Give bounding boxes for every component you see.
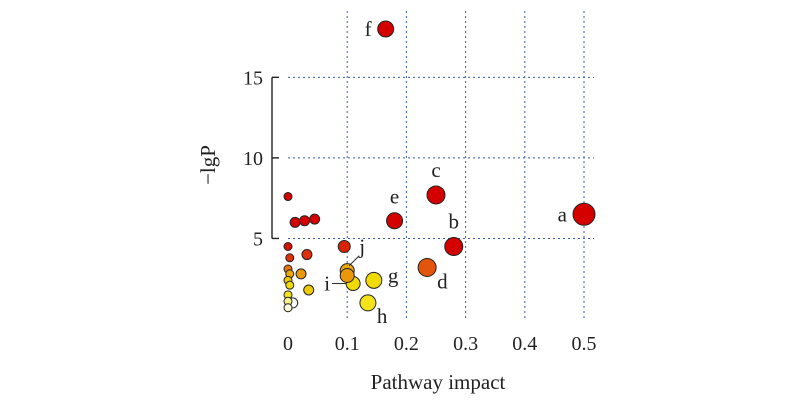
data-point <box>289 216 301 228</box>
point-label-j: j <box>358 235 365 259</box>
point-label-g: g <box>388 263 399 287</box>
x-axis-label: Pathway impact <box>371 370 506 394</box>
data-point <box>299 215 311 227</box>
data-points <box>283 20 596 313</box>
point-label-d: d <box>437 269 448 293</box>
grid-lines <box>288 11 594 319</box>
data-point-f <box>377 20 395 38</box>
x-tick-label: 0.4 <box>512 333 537 355</box>
data-point-g <box>365 271 383 289</box>
point-labels: f a b c d e gh i j <box>324 17 567 328</box>
x-tick-label: 0.1 <box>335 333 360 355</box>
y-axis-label: −lgP <box>196 145 220 185</box>
point-label-i: i <box>324 272 330 296</box>
data-point <box>285 253 295 263</box>
data-point-h <box>359 294 377 312</box>
data-point <box>309 213 321 225</box>
data-point-a <box>572 202 596 226</box>
x-tick-label: 0.3 <box>453 333 478 355</box>
data-point <box>283 242 293 251</box>
point-label-c: c <box>431 158 440 182</box>
data-point <box>339 268 355 283</box>
data-point-c <box>426 185 446 205</box>
y-tick-label: 10 <box>243 148 263 170</box>
data-point-e <box>386 212 404 230</box>
data-point <box>285 280 295 290</box>
point-label-f: f <box>365 17 372 41</box>
data-point <box>295 268 307 280</box>
y-tick-label: 15 <box>243 67 263 89</box>
point-label-h: h <box>377 304 388 328</box>
data-point-d <box>417 257 437 277</box>
tick-labels: 0 0.1 0.2 0.3 0.4 0.5 5 10 15 <box>243 67 597 355</box>
x-tick-label: 0.2 <box>394 333 419 355</box>
point-label-a: a <box>558 202 568 226</box>
data-point <box>303 284 315 296</box>
point-label-b: b <box>449 210 460 234</box>
data-point <box>283 303 293 313</box>
point-label-e: e <box>390 185 399 209</box>
y-tick-label: 5 <box>253 228 263 250</box>
axes <box>271 76 279 240</box>
data-point <box>301 249 313 261</box>
x-tick-label: 0 <box>283 333 293 355</box>
x-tick-label: 0.5 <box>572 333 597 355</box>
label-leader-line <box>348 255 360 267</box>
data-point <box>283 192 293 202</box>
data-point-b <box>444 237 464 256</box>
data-point <box>337 240 351 253</box>
